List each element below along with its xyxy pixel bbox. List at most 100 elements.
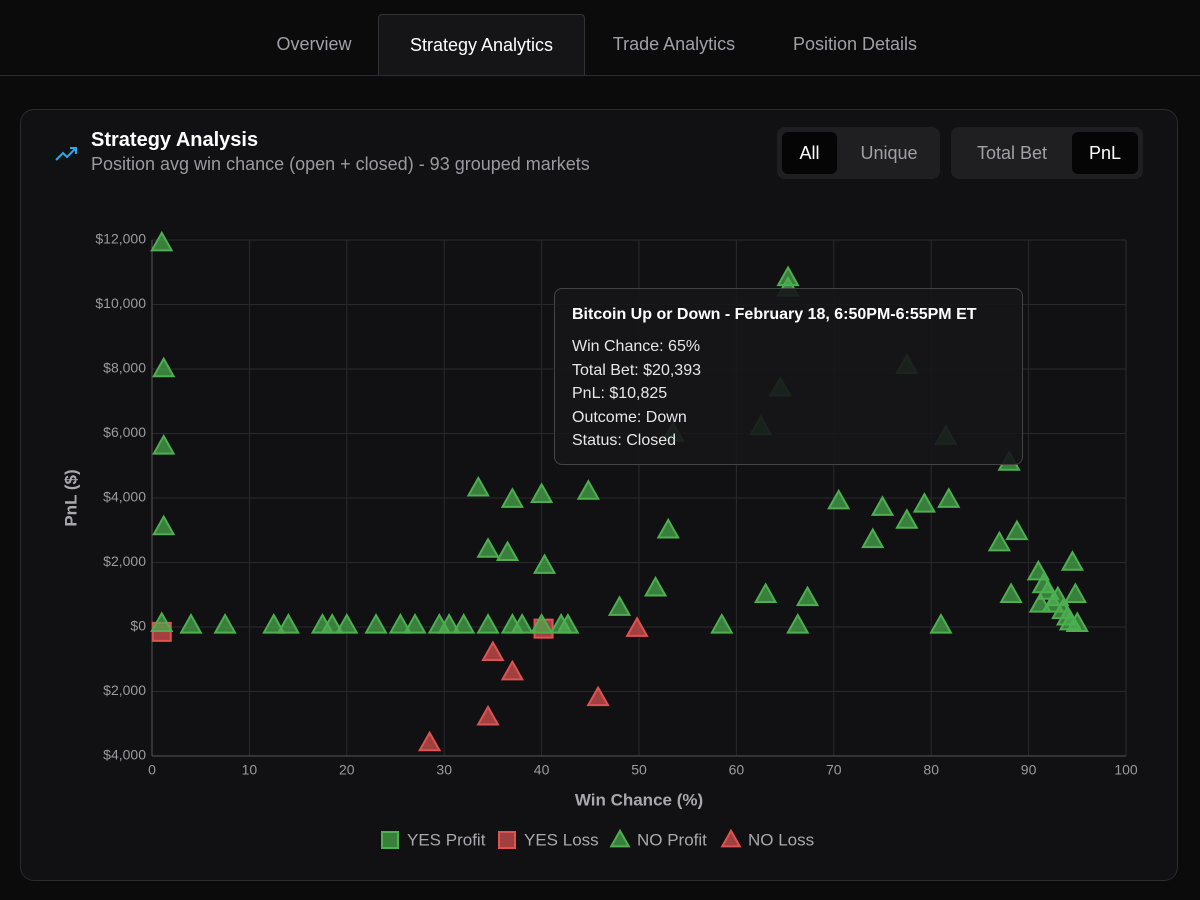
point — [262, 613, 286, 634]
point — [276, 613, 300, 634]
card — [20, 109, 1178, 881]
point — [529, 482, 554, 503]
point — [529, 613, 554, 634]
point — [150, 230, 174, 252]
y-tick-label: $6,000 — [103, 424, 146, 440]
point — [999, 582, 1023, 603]
point — [335, 613, 359, 634]
tooltip-title: Bitcoin Up or Down - February 18, 6:50PM… — [572, 306, 977, 323]
toggle-button[interactable]: All — [782, 132, 837, 174]
tab-active[interactable]: Strategy Analytics — [378, 14, 585, 75]
point — [476, 537, 500, 558]
point — [152, 434, 176, 455]
y-tick-label: $4,000 — [103, 489, 146, 505]
point — [795, 585, 820, 607]
point — [861, 527, 885, 549]
point — [213, 613, 237, 634]
toggle-button[interactable]: Unique — [860, 143, 918, 163]
point — [786, 613, 810, 634]
point — [476, 704, 500, 726]
tab-divider — [0, 75, 1200, 76]
point — [417, 730, 442, 752]
point — [929, 613, 953, 634]
point — [912, 492, 936, 513]
x-tick-label: 40 — [534, 762, 550, 778]
y-tick-label: $0 — [130, 618, 146, 634]
point — [643, 575, 668, 597]
point — [437, 613, 461, 634]
point — [656, 517, 680, 539]
y-tick-label: $12,000 — [95, 231, 146, 247]
point — [510, 613, 534, 634]
point — [1065, 611, 1089, 632]
y-tick-label: $10,000 — [95, 295, 146, 311]
tab[interactable]: Overview — [276, 34, 352, 54]
point — [481, 640, 505, 661]
card-subtitle: Position avg win chance (open + closed) … — [91, 154, 590, 174]
card-title: Strategy Analysis — [91, 129, 259, 151]
point — [152, 356, 176, 378]
legend-label: NO Profit — [637, 830, 707, 849]
point — [937, 487, 961, 508]
x-tick-label: 80 — [923, 762, 939, 778]
toggle-button[interactable]: Total Bet — [976, 143, 1048, 163]
point — [895, 508, 919, 529]
x-tick-label: 10 — [242, 762, 258, 778]
point — [320, 613, 344, 634]
point — [150, 611, 174, 632]
tab[interactable]: Position Details — [792, 34, 918, 54]
tooltip-line: PnL: $10,825 — [572, 385, 668, 402]
point — [754, 582, 778, 603]
point — [710, 613, 734, 634]
x-axis-label: Win Chance (%) — [575, 790, 703, 809]
point — [827, 488, 851, 510]
y-tick-label: $8,000 — [103, 360, 146, 376]
legend-marker — [720, 828, 742, 848]
point — [776, 265, 800, 287]
point — [607, 595, 632, 616]
x-tick-label: 70 — [826, 762, 842, 778]
point — [495, 540, 520, 562]
point — [987, 530, 1011, 552]
point — [625, 616, 649, 637]
point — [452, 613, 476, 634]
legend-label: YES Profit — [407, 830, 486, 849]
tooltip-line: Outcome: Down — [572, 408, 687, 426]
x-tick-label: 20 — [339, 762, 355, 778]
x-tick-label: 0 — [148, 762, 156, 778]
point — [152, 514, 176, 536]
y-tick-label: $2,000 — [103, 682, 146, 698]
legend-label: YES Loss — [524, 830, 599, 849]
point — [500, 659, 524, 681]
legend-marker — [381, 831, 399, 849]
point — [870, 495, 895, 516]
point — [179, 613, 203, 634]
point — [1063, 582, 1087, 603]
point — [556, 613, 580, 634]
legend-label: NO Loss — [748, 830, 814, 849]
point — [532, 553, 557, 574]
legend-marker — [609, 828, 631, 848]
x-tick-label: 60 — [729, 762, 745, 778]
toggle-group: All Unique — [777, 127, 940, 179]
point — [364, 613, 388, 634]
tooltip-body: Win Chance: 65% Total Bet: $20,393 PnL: $1… — [572, 335, 701, 453]
y-tick-label: $2,000 — [103, 553, 146, 569]
toggle-group: Total Bet PnL — [951, 127, 1143, 179]
toggle-button[interactable]: PnL — [1072, 132, 1138, 174]
point — [403, 613, 427, 634]
point — [466, 475, 490, 497]
x-tick-label: 30 — [436, 762, 452, 778]
y-axis-label: PnL ($) — [61, 469, 80, 526]
point — [586, 685, 610, 707]
tab[interactable]: Trade Analytics — [612, 34, 736, 54]
x-tick-label: 50 — [631, 762, 647, 778]
tooltip-line: Status: Closed — [572, 432, 677, 449]
tooltip-line: Total Bet: $20,393 — [572, 361, 701, 379]
point — [1005, 519, 1029, 541]
x-tick-label: 100 — [1114, 762, 1138, 778]
x-tick-label: 90 — [1021, 762, 1037, 778]
tooltip-line: Win Chance: 65% — [572, 338, 701, 355]
